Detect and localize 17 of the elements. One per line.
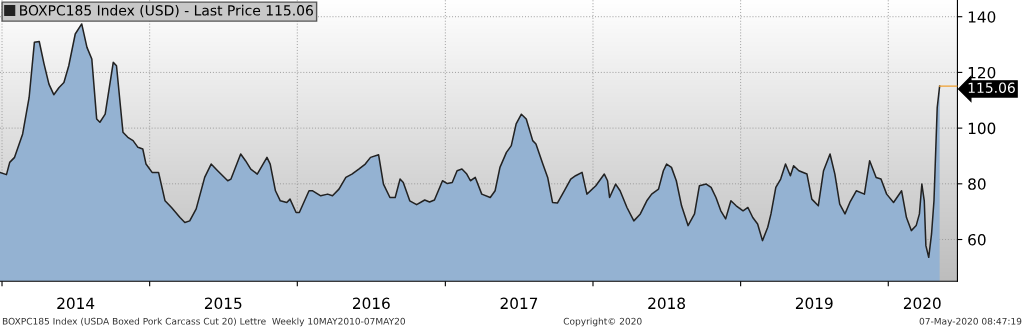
y-tick-label: 80 (968, 178, 986, 190)
y-tick-label: 120 (968, 66, 996, 79)
y-tick-label: 60 (968, 233, 986, 246)
x-tick-label: 2018 (648, 297, 685, 310)
x-tick-label: 2019 (795, 297, 833, 310)
text: 07-May-2020 08:47:19 (919, 317, 1022, 327)
y-tick-label: 100 (968, 122, 996, 135)
text: BOXPC185 Index (USDA Boxed Pork Carcass Cut 20) Lettre Weekly 10MAY2010-07MAY20 (2, 317, 406, 327)
x-tick-label: 2017 (500, 297, 538, 310)
text: Copyright© 2020 (563, 317, 642, 327)
x-tick-label: 2015 (204, 297, 242, 310)
x-tick-label: 2016 (353, 297, 390, 310)
data-label: 115.06 (968, 82, 1015, 93)
x-tick-label: 2020 (903, 297, 941, 310)
y-tick-label: 140 (968, 11, 996, 23)
x-tick-label: 2014 (57, 297, 95, 310)
legend-label: BOXPC185 Index (USD) - Last Price 115.06 (20, 4, 313, 18)
